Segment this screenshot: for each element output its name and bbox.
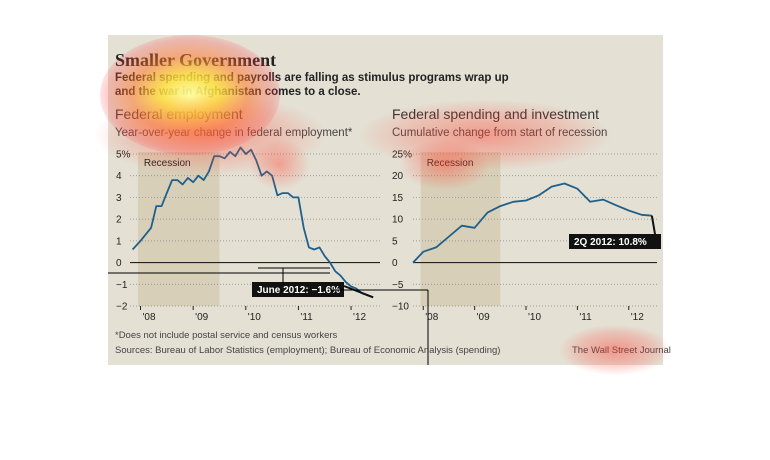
left-x-tick-label: '09: [195, 312, 208, 323]
right-y-tick-label: 10: [392, 215, 404, 226]
left-x-tick-label: '12: [353, 312, 366, 323]
right-y-tick-label: 20: [392, 171, 404, 182]
publisher-credit: The Wall Street Journal: [572, 345, 671, 356]
left-x-tick-label: '10: [248, 312, 261, 323]
right-callout-pointer: [650, 215, 656, 235]
left-y-tick-label: 2: [116, 215, 122, 226]
right-y-tick-label: 25%: [392, 150, 412, 161]
left-y-tick-label: −2: [116, 302, 128, 313]
left-callout-box: [252, 282, 344, 297]
right-y-tick-label: −10: [392, 302, 409, 313]
left-series-line: [131, 146, 374, 299]
footnote: *Does not include postal service and cen…: [115, 330, 338, 341]
right-x-tick-label: '10: [528, 312, 541, 323]
sources-note: Sources: Bureau of Labor Statistics (emp…: [115, 345, 501, 356]
right-chart-subtitle: Cumulative change from start of recessio…: [392, 127, 608, 139]
right-x-tick-label: '08: [425, 312, 438, 323]
left-x-tick-label: '08: [143, 312, 156, 323]
left-recession-label: Recession: [144, 158, 191, 169]
right-y-tick-label: 15: [392, 193, 404, 204]
left-y-tick-label: 5%: [116, 150, 131, 161]
right-chart-title: Federal spending and investment: [392, 106, 600, 122]
right-recession-label: Recession: [427, 158, 474, 169]
left-y-tick-label: 1: [116, 236, 122, 247]
left-x-tick-label: '11: [300, 312, 313, 323]
left-callout-pointer: [343, 285, 374, 299]
right-recession-shade: [420, 152, 501, 306]
left-callout-label: June 2012: −1.6%: [257, 285, 340, 296]
left-y-tick-label: 3: [116, 193, 122, 204]
right-y-tick-label: 5: [392, 236, 398, 247]
right-x-tick-label: '12: [631, 312, 644, 323]
left-y-tick-label: −1: [116, 280, 128, 291]
right-series-line: [412, 182, 652, 264]
right-x-tick-label: '11: [579, 312, 592, 323]
right-x-tick-label: '09: [477, 312, 490, 323]
right-y-tick-label: −5: [392, 280, 404, 291]
right-callout-box: [569, 234, 661, 249]
right-callout-label: 2Q 2012: 10.8%: [574, 237, 647, 248]
right-y-tick-label: 0: [392, 258, 398, 269]
left-y-tick-label: 4: [116, 171, 122, 182]
left-y-tick-label: 0: [116, 258, 122, 269]
